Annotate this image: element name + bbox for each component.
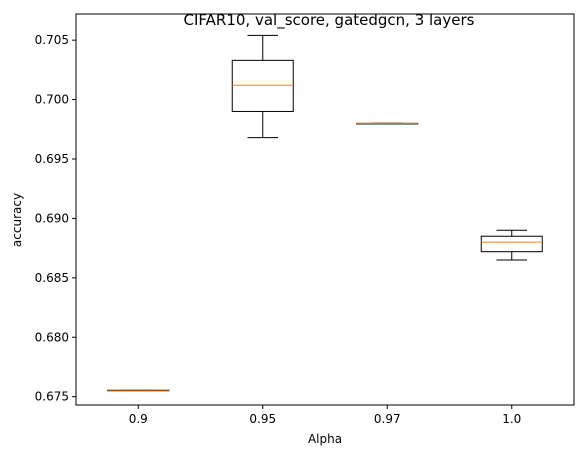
x-tick-label: 0.9 — [129, 412, 148, 426]
boxplot-series — [107, 34, 543, 392]
y-tick-label: 0.700 — [35, 93, 69, 107]
x-axis: 0.9 0.95 0.97 1.0 — [129, 405, 521, 426]
y-tick-label: 0.685 — [35, 271, 69, 285]
box-0.97 — [356, 122, 419, 125]
y-tick-label: 0.690 — [35, 211, 69, 225]
iqr-box — [480, 235, 543, 253]
box-1.0 — [480, 229, 543, 261]
box-0.9 — [107, 389, 170, 392]
y-tick-label: 0.695 — [35, 152, 69, 166]
y-axis-label: accuracy — [10, 193, 24, 247]
iqr-box — [231, 59, 294, 112]
x-axis-label: Alpha — [308, 432, 342, 446]
x-tick-label: 0.95 — [249, 412, 276, 426]
x-tick-label: 1.0 — [502, 412, 521, 426]
box-0.95 — [231, 34, 294, 139]
plot-frame — [75, 13, 575, 406]
y-tick-label: 0.705 — [35, 33, 69, 47]
y-tick-label: 0.680 — [35, 330, 69, 344]
chart-title: CIFAR10, val_score, gatedgcn, 3 layers — [184, 11, 475, 30]
y-tick-label: 0.675 — [35, 390, 69, 404]
x-tick-label: 0.97 — [374, 412, 401, 426]
y-axis: 0.675 0.680 0.685 0.690 0.695 0.700 0.705 — [35, 33, 76, 404]
